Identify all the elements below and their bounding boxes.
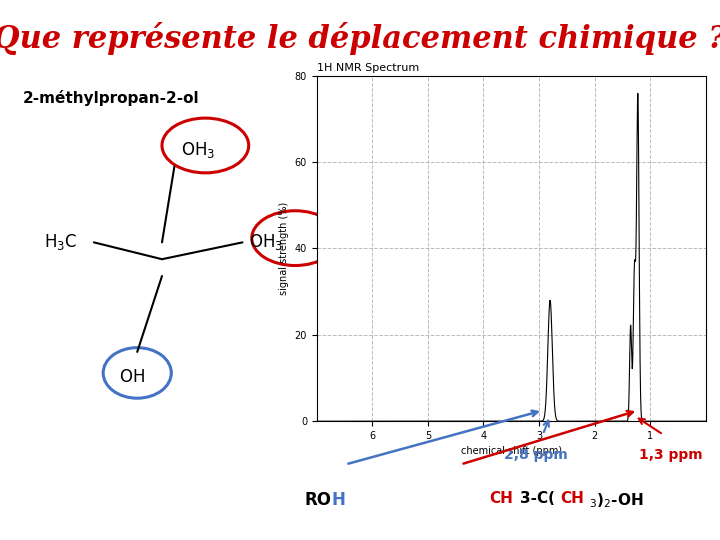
Text: RO: RO xyxy=(304,491,331,509)
Text: 3-C(: 3-C( xyxy=(520,491,555,507)
Text: CH: CH xyxy=(560,491,584,507)
X-axis label: chemical shift (ppm): chemical shift (ppm) xyxy=(461,447,562,456)
Text: Que représente le déplacement chimique ?: Que représente le déplacement chimique ? xyxy=(0,22,720,55)
Text: $\mathrm{OH}$: $\mathrm{OH}$ xyxy=(119,368,145,386)
Text: H: H xyxy=(331,491,345,509)
Text: 2-méthylpropan-2-ol: 2-méthylpropan-2-ol xyxy=(23,90,199,106)
Text: 1,3 ppm: 1,3 ppm xyxy=(639,448,702,462)
Text: $\mathrm{H_3C}$: $\mathrm{H_3C}$ xyxy=(45,232,78,252)
Text: $_3$)$_2$-OH: $_3$)$_2$-OH xyxy=(589,491,644,510)
Text: CH: CH xyxy=(490,491,513,507)
Text: 1H NMR Spectrum: 1H NMR Spectrum xyxy=(317,63,419,73)
Text: $\mathrm{OH_3}$: $\mathrm{OH_3}$ xyxy=(248,232,283,252)
Y-axis label: signal strength (%): signal strength (%) xyxy=(279,202,289,295)
Text: 2,8 ppm: 2,8 ppm xyxy=(504,448,567,462)
Text: $\mathrm{OH_3}$: $\mathrm{OH_3}$ xyxy=(181,140,215,160)
